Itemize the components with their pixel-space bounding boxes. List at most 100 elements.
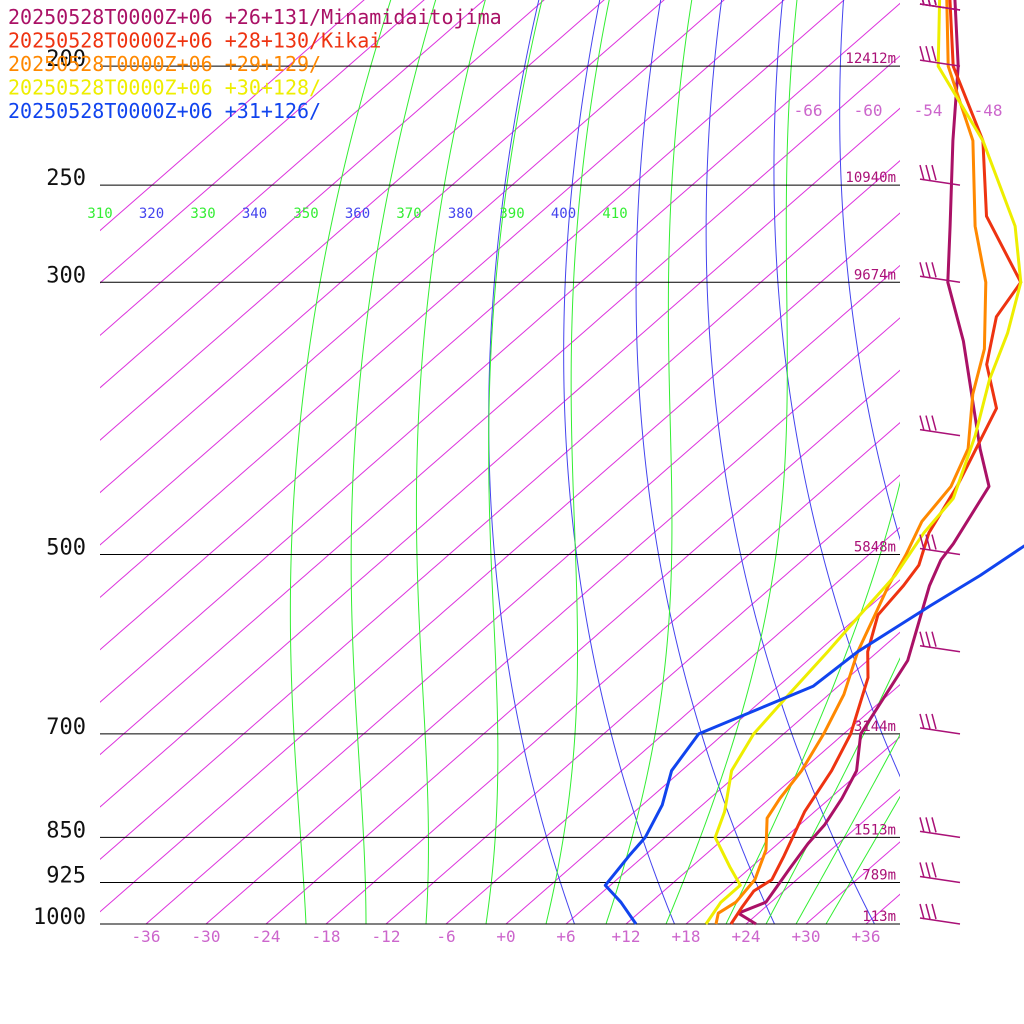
pressure-label: 1000	[33, 905, 86, 930]
theta-label: 340	[242, 206, 267, 222]
legend-entry: 20250528T0000Z+06 +26+131/Minamidaitojim…	[8, 5, 502, 29]
wind-barb-feather	[919, 817, 925, 833]
moist-adiabat-line	[825, 795, 900, 924]
wind-barb-feather	[925, 45, 931, 62]
sounding-profile-line	[704, 0, 1023, 925]
temperature-tick-label: +24	[732, 927, 761, 946]
legend: 20250528T0000Z+06 +26+131/Minamidaitojim…	[8, 5, 502, 123]
wind-barb-staff	[919, 917, 961, 925]
isotherm-line	[100, 212, 900, 913]
wind-barb-feather	[919, 862, 925, 878]
sounding-profiles	[603, 0, 1024, 926]
wind-barb-feather	[919, 631, 925, 647]
wind-barb-feather	[919, 164, 925, 181]
wind-barb-feather	[925, 903, 931, 920]
height-label: 12412m	[845, 51, 896, 67]
temperature-tick-label: +30	[792, 927, 821, 946]
wind-barb-feather	[919, 415, 925, 431]
pressure-label: 850	[46, 818, 86, 843]
isotherm-line	[445, 526, 900, 924]
sounding-profile-line	[603, 544, 1024, 925]
pressure-label: 200	[46, 47, 86, 72]
wind-barb-feather	[933, 0, 937, 6]
moist-adiabat-line	[605, 0, 693, 924]
dry-adiabat-line	[773, 0, 900, 778]
wind-barb-staff	[919, 178, 961, 186]
upper-isotherm-label: -54	[914, 101, 943, 120]
temperature-tick-label: +12	[612, 927, 641, 946]
wind-barb-feather	[919, 262, 925, 278]
theta-label: 390	[499, 206, 524, 222]
height-label: 113m	[862, 909, 896, 925]
height-label: 5848m	[854, 540, 896, 556]
wind-barb-feather	[925, 262, 931, 278]
theta-label: 360	[345, 206, 370, 222]
isotherm-line	[325, 422, 900, 924]
upper-isotherm-label: -66	[794, 101, 823, 120]
wind-barb-feather	[931, 164, 937, 181]
moist-adiabat-line	[795, 733, 900, 924]
dry-adiabat-line	[705, 0, 875, 924]
pressure-label: 300	[46, 263, 86, 288]
moist-adiabat-line	[725, 480, 900, 924]
isotherm-line	[745, 788, 900, 924]
wind-barb	[919, 903, 961, 925]
wind-barb-feather	[919, 534, 925, 550]
wind-barb-feather	[931, 262, 937, 278]
isotherm-line	[625, 684, 900, 924]
moist-adiabat-line	[289, 0, 392, 924]
theta-label: 370	[396, 206, 421, 222]
theta-label: 330	[190, 206, 215, 222]
wind-barb-staff	[919, 3, 961, 11]
isotherm-line	[685, 736, 900, 924]
wind-barb	[919, 415, 961, 437]
pressure-label: 250	[46, 166, 86, 191]
wind-barb	[919, 45, 961, 67]
axis-labels: 10016579m15014188m20012412m25010940m3009…	[33, 47, 1002, 946]
temperature-tick-label: +36	[852, 927, 881, 946]
temperature-tick-label: +6	[556, 927, 575, 946]
legend-entry: 20250528T0000Z+06 +31+126/	[8, 99, 321, 123]
wind-barb	[919, 817, 961, 839]
wind-barb-staff	[919, 875, 961, 884]
sounding-profile-line	[736, 0, 991, 926]
moist-adiabat-line	[765, 657, 900, 924]
pressure-label: 925	[46, 863, 86, 888]
isotherm-line	[265, 369, 900, 924]
wind-barb-feather	[925, 164, 931, 181]
wind-barb-staff	[919, 830, 961, 839]
wind-barb-feather	[925, 713, 931, 730]
temperature-tick-label: -36	[132, 927, 161, 946]
wind-barb-feather	[931, 45, 937, 62]
wind-barb-feather	[919, 45, 925, 62]
theta-label: 410	[602, 206, 627, 222]
height-label: 1513m	[854, 822, 896, 838]
theta-label: 320	[139, 206, 164, 222]
wind-barb-feather	[931, 631, 937, 647]
wind-barb-feather	[931, 903, 937, 920]
theta-label: 400	[551, 206, 576, 222]
wind-barb	[919, 713, 961, 735]
wind-barb-feather	[931, 415, 937, 431]
isotherm-line	[100, 107, 900, 808]
wind-barb-feather	[931, 862, 937, 878]
wind-barb-feather	[927, 0, 931, 6]
wind-barb-staff	[919, 547, 961, 556]
wind-barb-feather	[919, 903, 925, 920]
theta-label: 310	[87, 206, 112, 222]
wind-barb-staff	[919, 275, 961, 284]
moist-adiabat-line	[350, 0, 437, 924]
isotherm-line	[145, 264, 900, 924]
isotherm-line	[865, 893, 900, 924]
moist-adiabat-line	[415, 0, 486, 924]
wind-barb-staff	[919, 644, 961, 653]
wind-barb-feather	[925, 631, 931, 647]
height-label: 789m	[862, 867, 896, 883]
wind-barb-feather	[925, 415, 931, 431]
sounding-profile-line	[729, 0, 1023, 925]
isotherm-line	[385, 474, 900, 924]
wind-barb-feather	[925, 817, 931, 833]
wind-barb-feather	[919, 713, 925, 730]
isotherm-line	[505, 579, 900, 924]
